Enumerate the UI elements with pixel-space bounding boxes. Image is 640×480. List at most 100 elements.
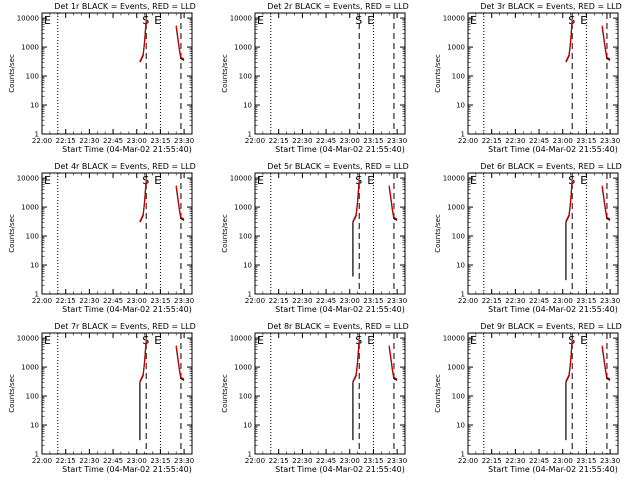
end-marker-label: E	[580, 334, 587, 347]
y-axis-label: Counts/sec	[434, 374, 442, 413]
y-tick-label: 100	[239, 73, 252, 81]
x-tick-label: 23:30	[174, 457, 194, 465]
y-tick-label: 1000	[234, 44, 252, 52]
panel-title: Det 3r BLACK = Events, RED = LLD	[480, 2, 622, 11]
lld-rate-line	[352, 179, 360, 222]
detector-panel: Det 8r BLACK = Events, RED = LLD 1 10 100 10…	[221, 322, 409, 474]
y-tick-label: 100	[452, 233, 465, 241]
lld-rate-line	[388, 185, 398, 220]
x-tick-label: 23:15	[150, 297, 170, 305]
lld-rate-line	[175, 185, 185, 220]
y-axis-label: Counts/sec	[434, 214, 442, 253]
x-axis-label: Start Time (04-Mar-02 21:55:40)	[62, 145, 192, 154]
x-tick-label: 22:00	[32, 297, 52, 305]
y-tick-label: 10000	[443, 175, 465, 183]
x-tick-label: 22:15	[269, 457, 289, 465]
detector-panel: Det 7r BLACK = Events, RED = LLD 1 10 100 10…	[8, 322, 196, 474]
x-tick-label: 22:00	[458, 137, 478, 145]
x-tick-label: 22:45	[103, 297, 123, 305]
x-tick-label: 22:30	[505, 137, 525, 145]
panel-title: Det 2r BLACK = Events, RED = LLD	[267, 2, 409, 11]
y-axis-label: Counts/sec	[221, 54, 229, 93]
lld-rate-line	[139, 179, 147, 222]
y-tick-label: 10	[30, 102, 39, 110]
y-tick-label: 1000	[447, 364, 465, 372]
x-tick-label: 23:00	[340, 457, 360, 465]
x-tick-label: 23:00	[553, 457, 573, 465]
x-axis-label: Start Time (04-Mar-02 21:55:40)	[62, 305, 192, 314]
y-tick-label: 1	[248, 451, 252, 459]
panel-title: Det 5r BLACK = Events, RED = LLD	[267, 162, 409, 171]
lld-rate-line	[601, 345, 611, 380]
panel-title: Det 7r BLACK = Events, RED = LLD	[54, 322, 196, 331]
y-tick-label: 1000	[21, 204, 39, 212]
y-tick-label: 10000	[17, 175, 39, 183]
x-tick-label: 23:00	[340, 297, 360, 305]
x-tick-label: 22:15	[56, 137, 76, 145]
x-tick-label: 22:15	[482, 297, 502, 305]
y-tick-label: 100	[26, 233, 39, 241]
y-tick-label: 100	[26, 73, 39, 81]
x-tick-label: 23:30	[387, 457, 407, 465]
y-tick-label: 10	[456, 422, 465, 430]
x-axis-label: Start Time (04-Mar-02 21:55:40)	[488, 305, 618, 314]
x-axis-label: Start Time (04-Mar-02 21:55:40)	[62, 465, 192, 474]
detector-panel: Det 4r BLACK = Events, RED = LLD 1 10 100 10…	[8, 162, 196, 314]
x-tick-label: 23:30	[600, 457, 620, 465]
x-tick-label: 23:15	[576, 297, 596, 305]
end-marker-label: E	[367, 14, 374, 27]
x-tick-label: 22:15	[56, 297, 76, 305]
x-tick-label: 22:45	[529, 137, 549, 145]
y-tick-label: 10000	[230, 335, 252, 343]
x-tick-label: 22:45	[316, 457, 336, 465]
end-marker-label: E	[154, 334, 161, 347]
y-axis-label: Counts/sec	[221, 214, 229, 253]
plot-frame	[467, 12, 619, 135]
end-marker-label: E	[257, 334, 264, 347]
x-tick-label: 22:45	[316, 137, 336, 145]
y-tick-label: 100	[239, 233, 252, 241]
y-tick-label: 1000	[21, 364, 39, 372]
x-tick-label: 23:15	[363, 457, 383, 465]
x-tick-label: 22:30	[79, 297, 99, 305]
panel-title: Det 1r BLACK = Events, RED = LLD	[54, 2, 196, 11]
y-tick-label: 100	[239, 393, 252, 401]
end-marker-label: E	[154, 14, 161, 27]
lld-rate-line	[352, 339, 360, 382]
x-tick-label: 22:45	[316, 297, 336, 305]
y-tick-label: 1	[248, 131, 252, 139]
y-tick-label: 1000	[447, 44, 465, 52]
end-marker-label: E	[580, 174, 587, 187]
y-tick-label: 1	[248, 291, 252, 299]
end-marker-label: E	[470, 14, 477, 27]
y-tick-label: 10000	[230, 15, 252, 23]
x-tick-label: 23:15	[576, 457, 596, 465]
y-tick-label: 100	[26, 393, 39, 401]
x-axis-label: Start Time (04-Mar-02 21:55:40)	[488, 145, 618, 154]
x-tick-label: 23:30	[174, 297, 194, 305]
y-axis-label: Counts/sec	[8, 374, 16, 413]
end-marker-label: E	[367, 174, 374, 187]
x-tick-label: 22:30	[292, 297, 312, 305]
y-tick-label: 1	[461, 291, 465, 299]
x-tick-label: 22:00	[458, 297, 478, 305]
x-tick-label: 23:15	[576, 137, 596, 145]
y-tick-label: 10	[456, 262, 465, 270]
lld-rate-line	[601, 185, 611, 220]
end-marker-label: E	[580, 14, 587, 27]
x-tick-label: 22:00	[458, 457, 478, 465]
y-tick-label: 10	[30, 262, 39, 270]
x-tick-label: 23:30	[600, 137, 620, 145]
panel-title: Det 9r BLACK = Events, RED = LLD	[480, 322, 622, 331]
x-tick-label: 22:00	[245, 297, 265, 305]
y-tick-label: 10	[30, 422, 39, 430]
x-tick-label: 22:45	[103, 137, 123, 145]
x-tick-label: 23:00	[340, 137, 360, 145]
x-tick-label: 23:00	[127, 457, 147, 465]
y-tick-label: 10	[243, 262, 252, 270]
y-tick-label: 10	[243, 102, 252, 110]
x-tick-label: 23:00	[553, 137, 573, 145]
x-tick-label: 23:00	[127, 297, 147, 305]
y-tick-label: 100	[452, 73, 465, 81]
